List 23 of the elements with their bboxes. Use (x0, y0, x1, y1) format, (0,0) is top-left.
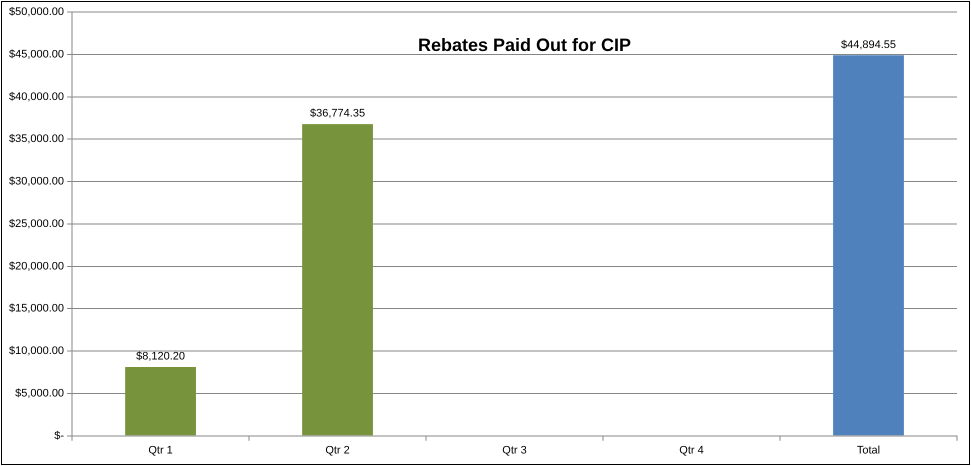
bar (833, 55, 904, 436)
data-label: $8,120.20 (136, 350, 186, 363)
text: Rebates Paid Out for CIP (418, 34, 632, 55)
y-tick-label: $40,000.00 (8, 90, 64, 103)
x-tick-label: Qtr 3 (502, 444, 527, 456)
x-tick-label: Qtr 2 (325, 444, 350, 456)
y-tick-label: $45,000.00 (8, 48, 64, 60)
y-tick-label: $15,000.00 (8, 302, 64, 315)
y-tick-label: $20,000.00 (8, 260, 64, 272)
data-label: $44,894.55 (840, 38, 896, 51)
y-tick-label: $10,000.00 (8, 345, 64, 358)
x-tick-label: Qtr 1 (148, 444, 173, 456)
data-label: $36,774.35 (310, 108, 366, 120)
x-tick-label: Total (856, 444, 880, 456)
y-tick-label: $50,000.00 (8, 6, 64, 18)
x-tick-label: Qtr 4 (679, 444, 704, 456)
y-tick-label: $30,000.00 (8, 176, 64, 188)
y-tick-label: $25,000.00 (8, 218, 64, 230)
y-tick-label: $5,000.00 (15, 387, 64, 400)
y-tick-label: $- (54, 430, 64, 442)
bar (302, 124, 373, 436)
y-tick-label: $35,000.00 (8, 133, 64, 146)
bar (125, 366, 196, 436)
